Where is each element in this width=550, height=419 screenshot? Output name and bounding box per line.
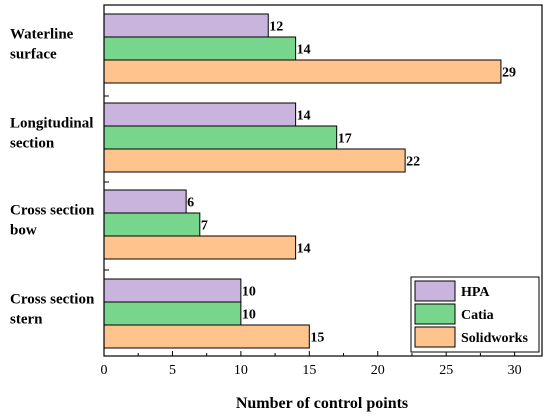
bar-solidworks-2 bbox=[103, 148, 406, 173]
data-label-hpa-2: 14 bbox=[297, 109, 311, 124]
bar-solidworks-3 bbox=[103, 235, 297, 260]
x-tick-label: 25 bbox=[439, 363, 453, 378]
x-tick-label: 30 bbox=[508, 363, 522, 378]
bar-hpa-4 bbox=[103, 278, 242, 303]
category-label-line: Cross section bbox=[10, 203, 95, 219]
legend-swatch-solidworks bbox=[414, 326, 456, 348]
bar-catia-1 bbox=[103, 36, 297, 61]
x-tick-label: 15 bbox=[302, 363, 316, 378]
data-label-hpa-3: 6 bbox=[187, 196, 194, 211]
data-label-catia-1: 14 bbox=[297, 43, 311, 58]
data-label-solidworks-2: 22 bbox=[406, 155, 420, 170]
category-label-line: bow bbox=[10, 223, 37, 239]
category-label-line: Cross section bbox=[10, 292, 95, 308]
category-label-line: Longitudinal bbox=[10, 116, 93, 132]
bars-layer: 12 14 29 14 17 22 67 14 10 10 15 bbox=[103, 13, 516, 349]
bar-catia-2 bbox=[103, 125, 338, 150]
category-label-line: section bbox=[10, 136, 55, 152]
data-label-catia-4: 10 bbox=[242, 308, 256, 323]
data-label-catia-2: 17 bbox=[338, 132, 352, 147]
category-label-line: Waterline bbox=[10, 27, 74, 43]
category-label-1: Waterline surface bbox=[10, 27, 74, 63]
legend-label-catia: Catia bbox=[461, 308, 494, 323]
bar-hpa-3 bbox=[103, 189, 187, 214]
x-tick-label: 5 bbox=[169, 363, 176, 378]
legend: HPA Catia Solidworks bbox=[410, 276, 540, 353]
legend-label-hpa: HPA bbox=[461, 285, 490, 300]
x-tick-label: 0 bbox=[101, 363, 108, 378]
legend-label-solidworks: Solidworks bbox=[461, 331, 528, 346]
bar-solidworks-4 bbox=[103, 324, 310, 349]
x-tick-label: 20 bbox=[371, 363, 385, 378]
data-label-solidworks-3: 14 bbox=[297, 242, 311, 257]
axes: 0 5 10 15 20 25 30 bbox=[101, 4, 543, 378]
category-label-3: Cross section bow bbox=[10, 203, 95, 239]
bar-solidworks-1 bbox=[103, 59, 502, 84]
bar-hpa-2 bbox=[103, 102, 297, 127]
data-label-solidworks-4: 15 bbox=[310, 331, 324, 346]
category-label-line: stern bbox=[10, 312, 43, 328]
legend-swatch-hpa bbox=[414, 280, 456, 302]
category-label-2: Longitudinal section bbox=[10, 116, 93, 152]
plot-frame bbox=[103, 4, 543, 357]
data-label-hpa-4: 10 bbox=[242, 285, 256, 300]
category-labels: Waterline surface Longitudinal section Cross… bbox=[10, 27, 95, 328]
x-tick-label: 10 bbox=[234, 363, 248, 378]
bar-catia-3 bbox=[103, 212, 201, 237]
data-label-solidworks-1: 29 bbox=[502, 66, 516, 81]
category-label-4: Cross section stern bbox=[10, 292, 95, 328]
x-axis-label: Number of control points bbox=[236, 395, 408, 412]
bar-hpa-1 bbox=[103, 13, 269, 38]
data-label-catia-3: 7 bbox=[201, 219, 208, 234]
bar-catia-4 bbox=[103, 301, 242, 326]
legend-swatch-catia bbox=[414, 303, 456, 325]
data-label-hpa-1: 12 bbox=[269, 20, 283, 35]
category-label-line: surface bbox=[10, 47, 57, 63]
